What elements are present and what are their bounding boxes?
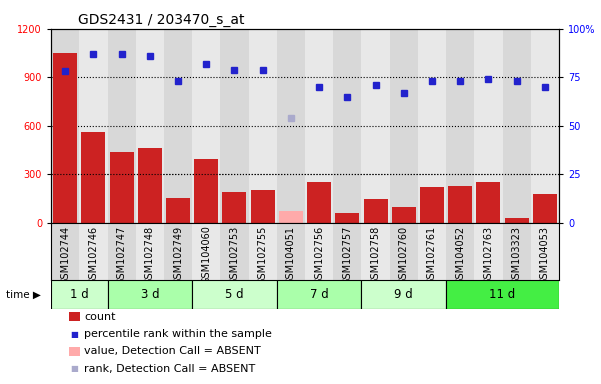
Bar [53, 53, 77, 223]
Bar [277, 29, 305, 223]
Text: percentile rank within the sample: percentile rank within the sample [84, 329, 272, 339]
Bar [474, 223, 502, 280]
Text: GSM104053: GSM104053 [540, 226, 550, 285]
Text: GSM104060: GSM104060 [201, 226, 212, 285]
Bar [418, 223, 446, 280]
Bar [420, 187, 444, 223]
Text: GSM102758: GSM102758 [371, 226, 380, 285]
Bar [279, 210, 303, 223]
Text: GSM102757: GSM102757 [343, 226, 352, 285]
Bar [533, 194, 557, 223]
Bar [505, 218, 529, 223]
Text: GSM102748: GSM102748 [145, 226, 155, 285]
Bar [222, 192, 246, 223]
Text: 3 d: 3 d [141, 288, 159, 301]
Bar [194, 159, 218, 223]
Text: GSM104051: GSM104051 [286, 226, 296, 285]
Bar [502, 223, 531, 280]
Bar [335, 213, 359, 223]
Text: rank, Detection Call = ABSENT: rank, Detection Call = ABSENT [84, 364, 255, 374]
Bar [79, 29, 108, 223]
Bar [136, 223, 164, 280]
Text: count: count [84, 312, 115, 322]
Text: GSM102746: GSM102746 [88, 226, 99, 285]
Bar [221, 29, 249, 223]
Text: GSM102755: GSM102755 [258, 226, 267, 285]
Bar [446, 280, 559, 309]
Text: GSM102744: GSM102744 [60, 226, 70, 285]
Bar [307, 182, 331, 223]
Bar [389, 29, 418, 223]
Text: GDS2431 / 203470_s_at: GDS2431 / 203470_s_at [78, 13, 245, 27]
Bar [446, 29, 474, 223]
Bar [81, 132, 105, 223]
Bar [531, 223, 559, 280]
Text: 5 d: 5 d [225, 288, 244, 301]
Bar [108, 223, 136, 280]
Text: GSM102749: GSM102749 [173, 226, 183, 285]
Bar [249, 223, 277, 280]
Text: 1 d: 1 d [70, 288, 89, 301]
Text: ■: ■ [70, 329, 79, 339]
Bar [251, 190, 275, 223]
Text: 11 d: 11 d [489, 288, 516, 301]
Bar [361, 280, 446, 309]
Bar [531, 29, 559, 223]
Text: GSM102747: GSM102747 [117, 226, 127, 285]
Text: time ▶: time ▶ [6, 290, 41, 300]
Bar [166, 198, 190, 223]
Bar [277, 280, 361, 309]
Text: GSM102753: GSM102753 [230, 226, 239, 285]
Bar [389, 223, 418, 280]
Bar [192, 280, 277, 309]
Bar [448, 185, 472, 223]
Bar [108, 29, 136, 223]
Bar [277, 223, 305, 280]
Bar [418, 29, 446, 223]
Text: GSM103323: GSM103323 [511, 226, 522, 285]
Bar [51, 223, 79, 280]
Bar [361, 29, 389, 223]
Bar [249, 29, 277, 223]
Bar [136, 29, 164, 223]
Bar [333, 29, 361, 223]
Bar [502, 29, 531, 223]
Text: GSM104052: GSM104052 [455, 226, 465, 285]
Text: ■: ■ [70, 364, 79, 373]
Bar [192, 29, 221, 223]
Bar [364, 199, 388, 223]
Bar [392, 207, 416, 223]
Bar [474, 29, 502, 223]
Bar [51, 280, 108, 309]
Bar [477, 182, 501, 223]
Bar [305, 29, 333, 223]
Bar [221, 223, 249, 280]
Bar [164, 223, 192, 280]
Bar [446, 223, 474, 280]
Bar [138, 148, 162, 223]
Bar [361, 223, 389, 280]
Text: GSM102761: GSM102761 [427, 226, 437, 285]
Text: GSM102763: GSM102763 [483, 226, 493, 285]
Text: 7 d: 7 d [310, 288, 329, 301]
Bar [79, 223, 108, 280]
Bar [305, 223, 333, 280]
Bar [164, 29, 192, 223]
Bar [192, 223, 221, 280]
Bar [333, 223, 361, 280]
Text: GSM102756: GSM102756 [314, 226, 324, 285]
Text: 9 d: 9 d [394, 288, 413, 301]
Text: value, Detection Call = ABSENT: value, Detection Call = ABSENT [84, 346, 261, 356]
Text: GSM102760: GSM102760 [398, 226, 409, 285]
Bar [109, 152, 133, 223]
Bar [51, 29, 79, 223]
Bar [108, 280, 192, 309]
